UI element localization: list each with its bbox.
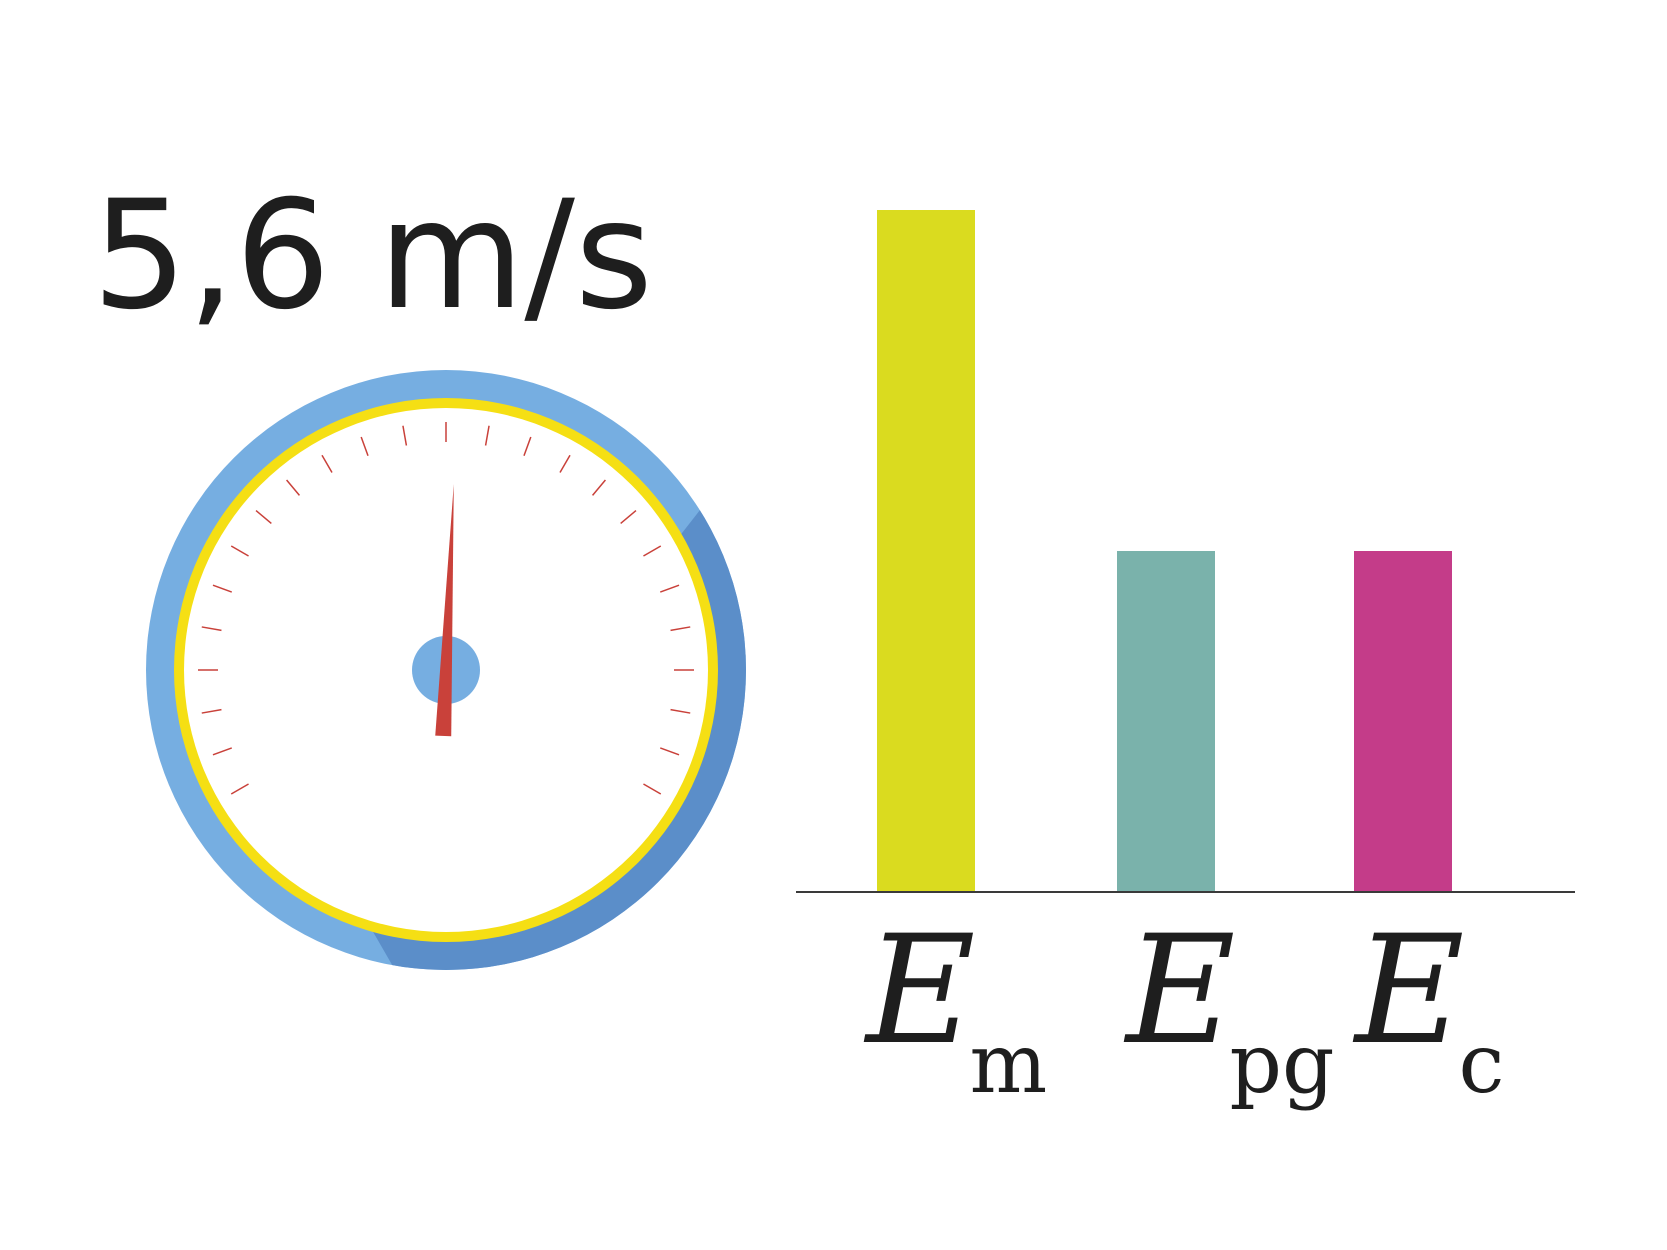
energy-bar-chart: Em Epg Ec [796, 210, 1575, 1112]
category-label-subscript: pg [1230, 1017, 1335, 1112]
speedometer-icon [146, 370, 746, 970]
gauge-tick [591, 479, 606, 496]
bar-epg [1117, 551, 1215, 892]
gauge-tick [670, 708, 691, 714]
gauge-tick [212, 584, 233, 593]
gauge-tick [212, 747, 233, 756]
gauge-tick [402, 425, 408, 446]
gauge-tick [484, 425, 490, 446]
gauge-tick [230, 783, 249, 795]
gauge-tick [523, 436, 532, 457]
gauge-tick [201, 708, 222, 714]
gauge-tick [286, 479, 301, 496]
gauge-tick [201, 626, 222, 632]
category-label: Em [863, 904, 1047, 1112]
gauge-tick [643, 545, 662, 557]
gauge-tick [321, 454, 333, 473]
gauge-tick [643, 783, 662, 795]
category-label: Epg [1123, 904, 1334, 1112]
gauge-tick [620, 510, 637, 525]
category-label-subscript: c [1459, 1017, 1505, 1112]
bar-ec [1354, 551, 1452, 892]
category-label-subscript: m [970, 1017, 1048, 1112]
gauge-tick [670, 626, 691, 632]
speed-label: 5,6 m/s [92, 169, 653, 343]
gauge-tick [659, 747, 680, 756]
category-labels: Em Epg Ec [863, 904, 1504, 1112]
gauge-ticks [198, 422, 694, 795]
gauge-tick [559, 454, 571, 473]
gauge-tick [255, 510, 272, 525]
category-label-main: E [1123, 904, 1236, 1078]
gauge-needle [435, 484, 454, 737]
chart-bars [877, 210, 1452, 892]
gauge-tick [659, 584, 680, 593]
gauge-tick [230, 545, 249, 557]
category-label: Ec [1352, 904, 1504, 1112]
bar-em [877, 210, 975, 892]
gauge-tick [360, 436, 369, 457]
category-label-main: E [1352, 904, 1465, 1078]
category-label-main: E [863, 904, 976, 1078]
